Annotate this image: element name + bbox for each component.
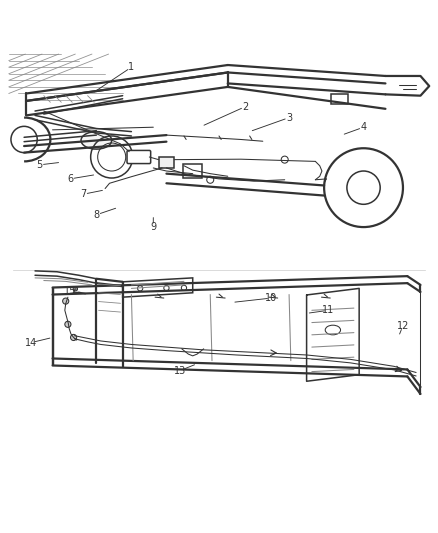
Text: 2: 2 bbox=[242, 102, 248, 111]
Text: 15: 15 bbox=[64, 286, 76, 296]
Circle shape bbox=[65, 321, 71, 327]
Text: 1: 1 bbox=[128, 62, 134, 72]
Text: 7: 7 bbox=[80, 189, 86, 199]
FancyBboxPatch shape bbox=[127, 150, 151, 164]
Text: 8: 8 bbox=[93, 210, 99, 220]
Ellipse shape bbox=[81, 132, 112, 149]
Text: 6: 6 bbox=[67, 174, 73, 184]
Text: 13: 13 bbox=[173, 366, 186, 376]
Text: 10: 10 bbox=[265, 293, 278, 303]
Text: 3: 3 bbox=[286, 112, 292, 123]
Text: 14: 14 bbox=[25, 338, 37, 348]
Ellipse shape bbox=[325, 325, 341, 335]
Text: 11: 11 bbox=[322, 305, 335, 316]
Text: 5: 5 bbox=[36, 160, 42, 170]
Circle shape bbox=[71, 334, 77, 341]
Bar bbox=[159, 157, 174, 168]
Circle shape bbox=[73, 287, 78, 291]
Text: 12: 12 bbox=[397, 321, 409, 330]
Circle shape bbox=[63, 298, 69, 304]
Text: 4: 4 bbox=[360, 122, 367, 132]
Text: 9: 9 bbox=[150, 222, 156, 232]
Bar bbox=[331, 94, 348, 103]
Bar bbox=[183, 164, 202, 178]
